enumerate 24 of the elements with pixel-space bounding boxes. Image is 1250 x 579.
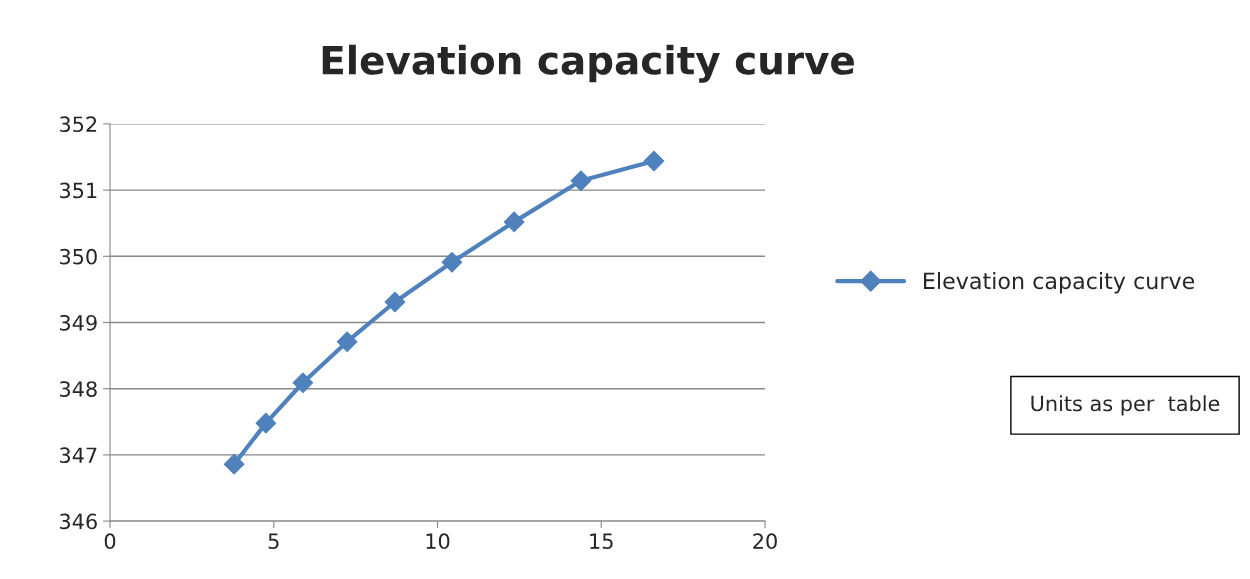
y-tick-label: 346: [60, 513, 97, 530]
point: [643, 150, 665, 172]
text: Units as per table: [1031, 395, 1220, 416]
x-tick-label: 15: [590, 533, 613, 550]
y-tick-label: 352: [60, 116, 97, 133]
point: [255, 412, 277, 434]
point: [292, 372, 314, 394]
x-tick-label: 0: [104, 533, 116, 550]
point: [384, 291, 406, 313]
y-tick-label: 351: [60, 182, 97, 199]
point: [441, 251, 463, 273]
x-tick-label: 5: [268, 533, 279, 550]
chart-title: Elevation capacity curve: [322, 44, 854, 83]
x-tick-label: 20: [753, 533, 777, 550]
point: [336, 331, 358, 353]
point: [570, 170, 592, 192]
legend-label: Elevation capacity curve: [924, 272, 1195, 294]
point: [503, 211, 525, 233]
x-tick-label: 10: [426, 533, 450, 550]
y-tick-label: 347: [60, 447, 97, 464]
point: [223, 453, 245, 475]
y-tick-label: 350: [60, 248, 97, 265]
y-tick-label: 348: [60, 381, 97, 397]
y-tick-label: 349: [60, 314, 97, 331]
